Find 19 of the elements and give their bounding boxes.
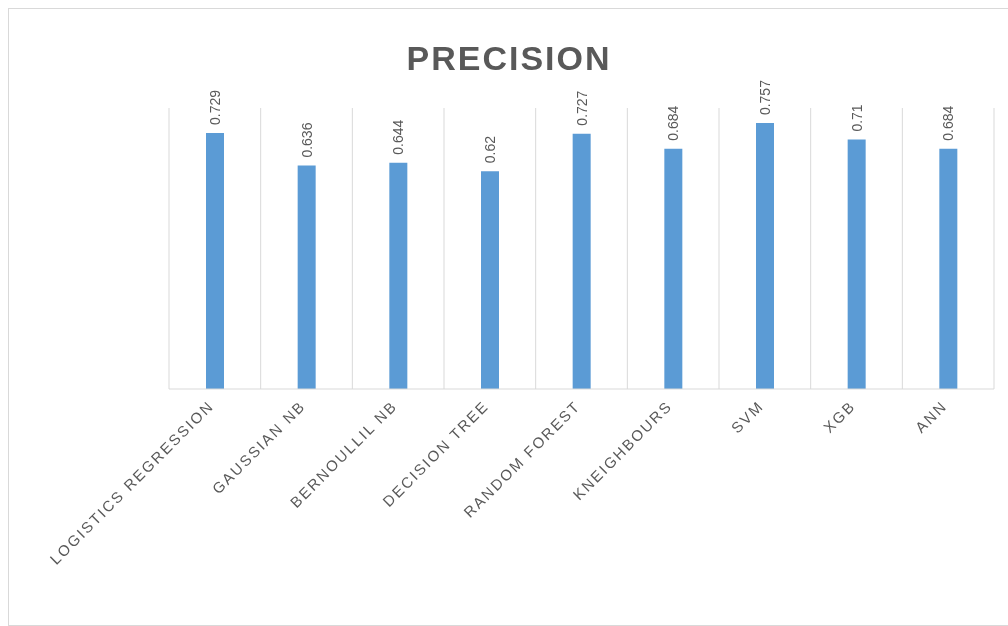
bar	[939, 148, 958, 389]
data-label: 0.62	[482, 135, 498, 164]
bar	[297, 165, 316, 389]
data-label: 0.727	[573, 90, 590, 126]
data-label: 0.644	[390, 119, 407, 155]
bar	[664, 148, 683, 389]
bar	[756, 123, 774, 389]
data-label: 0.729	[207, 89, 223, 125]
bar	[847, 139, 866, 389]
data-label: 0.636	[298, 122, 315, 158]
bar	[481, 171, 499, 389]
data-label: 0.684	[665, 105, 682, 141]
bar	[572, 133, 591, 389]
bar	[389, 162, 408, 389]
bar	[206, 132, 224, 389]
chart-title: PRECISION	[405, 39, 613, 78]
data-label: 0.71	[848, 104, 865, 132]
data-label: 0.684	[940, 105, 957, 141]
data-label: 0.757	[757, 79, 773, 116]
